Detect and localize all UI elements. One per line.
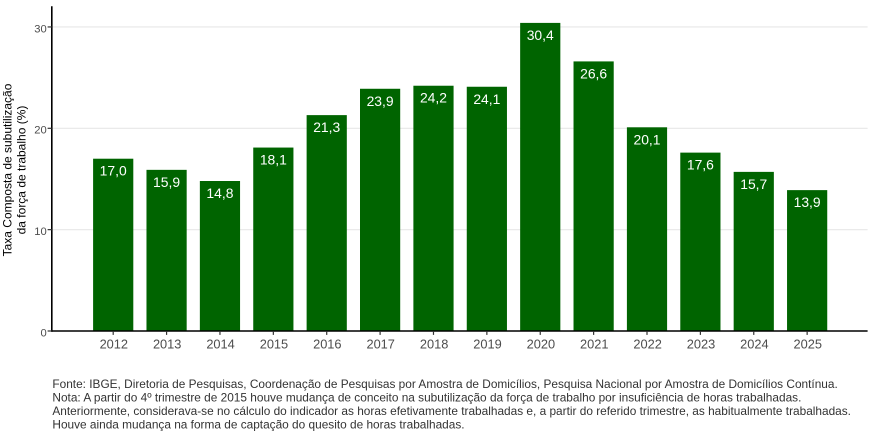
svg-text:30: 30 <box>34 23 46 35</box>
svg-text:Nota: A partir do 4º trimestre: Nota: A partir do 4º trimestre de 2015 h… <box>52 390 801 404</box>
svg-text:2018: 2018 <box>420 337 448 352</box>
svg-text:da força de trabalho (%): da força de trabalho (%) <box>15 106 29 235</box>
svg-text:2012: 2012 <box>100 337 128 352</box>
svg-text:2015: 2015 <box>260 337 288 352</box>
svg-text:Taxa Composta de subutilização: Taxa Composta de subutilização <box>1 83 15 256</box>
svg-text:13,9: 13,9 <box>794 194 821 210</box>
svg-text:20,1: 20,1 <box>633 131 660 147</box>
svg-text:Houve ainda mudança na forma d: Houve ainda mudança na forma de captação… <box>52 417 464 431</box>
svg-text:2024: 2024 <box>740 337 768 352</box>
svg-text:10: 10 <box>34 226 46 238</box>
svg-text:2023: 2023 <box>687 337 715 352</box>
svg-text:24,1: 24,1 <box>473 91 500 107</box>
svg-text:Fonte: IBGE, Diretoria de Pesq: Fonte: IBGE, Diretoria de Pesquisas, Coo… <box>52 377 837 391</box>
svg-text:2021: 2021 <box>580 337 608 352</box>
svg-text:Anteriormente, considerava-se: Anteriormente, considerava-se no cálculo… <box>52 404 851 418</box>
svg-text:15,7: 15,7 <box>740 176 767 192</box>
svg-text:30,4: 30,4 <box>527 27 554 43</box>
svg-text:2022: 2022 <box>633 337 661 352</box>
svg-text:20: 20 <box>34 125 46 137</box>
svg-text:2019: 2019 <box>473 337 501 352</box>
svg-text:26,6: 26,6 <box>580 65 607 81</box>
svg-text:2016: 2016 <box>313 337 341 352</box>
svg-text:18,1: 18,1 <box>260 152 287 168</box>
svg-text:17,0: 17,0 <box>100 163 127 179</box>
svg-text:21,3: 21,3 <box>313 119 340 135</box>
svg-text:2014: 2014 <box>206 337 234 352</box>
svg-text:2013: 2013 <box>153 337 181 352</box>
svg-text:15,9: 15,9 <box>153 174 180 190</box>
svg-text:17,6: 17,6 <box>687 157 714 173</box>
svg-text:2025: 2025 <box>794 337 822 352</box>
svg-text:2017: 2017 <box>366 337 394 352</box>
svg-text:0: 0 <box>40 327 46 339</box>
svg-text:2020: 2020 <box>527 337 555 352</box>
svg-text:24,2: 24,2 <box>420 90 447 106</box>
svg-text:23,9: 23,9 <box>367 93 394 109</box>
svg-text:14,8: 14,8 <box>206 185 233 201</box>
